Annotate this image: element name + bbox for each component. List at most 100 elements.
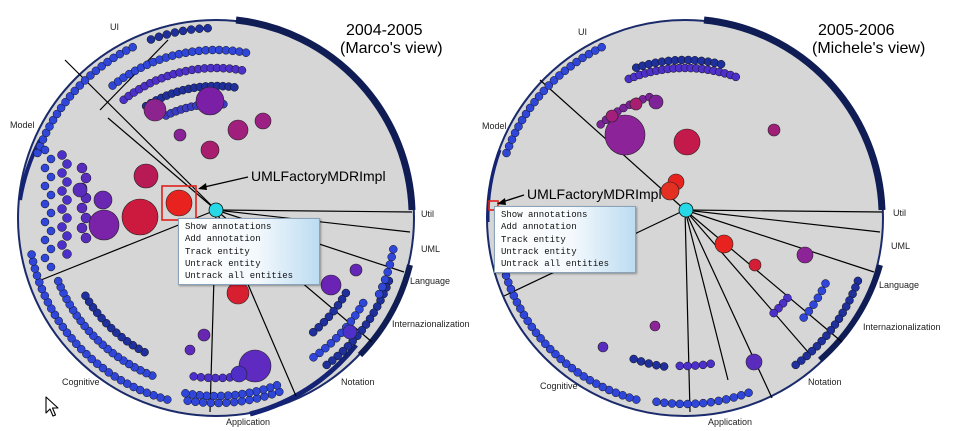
entity-dot[interactable]: [40, 235, 50, 245]
entity-dot[interactable]: [567, 363, 577, 373]
entity-dot[interactable]: [46, 172, 56, 182]
entity-dot[interactable]: [675, 361, 685, 371]
menu-item-track-entity[interactable]: Track entity: [501, 234, 566, 245]
entity-dot[interactable]: [698, 398, 708, 408]
entity-dot[interactable]: [691, 361, 700, 370]
entity-dot[interactable]: [237, 396, 246, 406]
entity-dot[interactable]: [308, 327, 318, 337]
entity-circle[interactable]: [143, 98, 167, 122]
entity-dot[interactable]: [188, 390, 197, 399]
entity-dot[interactable]: [536, 334, 545, 343]
entity-circle[interactable]: [796, 246, 814, 264]
entity-circle[interactable]: [93, 190, 113, 210]
entity-dot[interactable]: [791, 360, 800, 370]
entity-dot[interactable]: [128, 42, 137, 52]
entity-dot[interactable]: [62, 328, 72, 337]
entity-dot[interactable]: [326, 339, 336, 348]
entity-dot[interactable]: [315, 348, 324, 358]
entity-dot[interactable]: [245, 388, 254, 398]
entity-dot[interactable]: [218, 373, 227, 383]
entity-circle[interactable]: [226, 281, 250, 305]
entity-dot[interactable]: [523, 316, 532, 326]
entity-dot[interactable]: [721, 395, 731, 404]
entity-dot[interactable]: [162, 30, 172, 39]
entity-dot[interactable]: [716, 59, 726, 69]
entity-dot[interactable]: [98, 363, 108, 373]
entity-dot[interactable]: [222, 398, 231, 407]
entity-dot[interactable]: [48, 115, 58, 125]
entity-dot[interactable]: [154, 32, 164, 42]
entity-circle[interactable]: [597, 341, 609, 353]
entity-dot[interactable]: [76, 222, 88, 234]
right-selected-entity-box[interactable]: [488, 200, 499, 211]
entity-dot[interactable]: [189, 372, 198, 381]
entity-dot[interactable]: [660, 398, 669, 408]
entity-dot[interactable]: [551, 349, 560, 359]
entity-dot[interactable]: [374, 289, 384, 299]
entity-dot[interactable]: [541, 339, 550, 349]
entity-dot[interactable]: [797, 356, 806, 365]
entity-dot[interactable]: [52, 109, 62, 119]
entity-dot[interactable]: [834, 314, 844, 324]
entity-dot[interactable]: [744, 388, 753, 398]
entity-dot[interactable]: [57, 204, 67, 214]
entity-dot[interactable]: [389, 245, 398, 254]
entity-dot[interactable]: [799, 313, 808, 322]
entity-dot[interactable]: [259, 385, 268, 394]
entity-dot[interactable]: [223, 391, 233, 400]
entity-dot[interactable]: [683, 399, 692, 409]
entity-dot[interactable]: [178, 26, 188, 36]
entity-dot[interactable]: [209, 391, 219, 401]
entity-dot[interactable]: [61, 97, 70, 107]
entity-dot[interactable]: [830, 320, 840, 329]
entity-dot[interactable]: [57, 240, 67, 250]
menu-item-show-annotations[interactable]: Show annotations: [501, 210, 588, 220]
entity-dot[interactable]: [714, 396, 723, 406]
entity-dot[interactable]: [80, 76, 90, 85]
menu-item-untrack-all-entities[interactable]: Untrack all entities: [185, 271, 294, 282]
entity-dot[interactable]: [652, 360, 661, 370]
entity-dot[interactable]: [561, 359, 571, 368]
entity-dot[interactable]: [46, 190, 56, 200]
menu-item-untrack-entity[interactable]: Untrack entity: [185, 258, 261, 269]
entity-dot[interactable]: [46, 244, 56, 254]
entity-dot[interactable]: [351, 311, 360, 320]
entity-dot[interactable]: [57, 150, 67, 160]
entity-dot[interactable]: [237, 66, 247, 75]
entity-dot[interactable]: [81, 291, 90, 301]
entity-dot[interactable]: [817, 286, 827, 296]
entity-dot[interactable]: [683, 361, 692, 371]
entity-dot[interactable]: [530, 97, 539, 107]
entity-circle[interactable]: [714, 234, 734, 254]
entity-dot[interactable]: [230, 83, 239, 92]
entity-dot[interactable]: [62, 195, 72, 205]
entity-dot[interactable]: [517, 115, 527, 125]
entity-dot[interactable]: [45, 122, 54, 131]
entity-dot[interactable]: [62, 213, 72, 223]
entity-dot[interactable]: [28, 257, 38, 266]
entity-dot[interactable]: [57, 222, 67, 232]
entity-dot[interactable]: [238, 389, 247, 399]
menu-item-show-annotations[interactable]: Show annotations: [185, 222, 272, 232]
entity-dot[interactable]: [196, 373, 206, 382]
entity-dot[interactable]: [338, 346, 348, 356]
entity-circle[interactable]: [133, 163, 159, 189]
entity-dot[interactable]: [116, 375, 126, 385]
entity-dot[interactable]: [358, 298, 368, 308]
right-hub-node[interactable]: [678, 202, 694, 218]
entity-dot[interactable]: [46, 154, 56, 164]
entity-dot[interactable]: [110, 372, 119, 381]
entity-dot[interactable]: [821, 279, 830, 288]
entity-dot[interactable]: [97, 62, 106, 71]
entity-dot[interactable]: [545, 344, 555, 354]
entity-dot[interactable]: [560, 66, 570, 76]
entity-dot[interactable]: [514, 122, 523, 131]
entity-dot[interactable]: [104, 368, 113, 377]
entity-circle[interactable]: [745, 353, 763, 371]
entity-dot[interactable]: [527, 322, 537, 332]
entity-dot[interactable]: [57, 168, 67, 178]
entity-dot[interactable]: [736, 391, 746, 400]
entity-dot[interactable]: [691, 399, 700, 408]
entity-dot[interactable]: [597, 42, 606, 52]
entity-dot[interactable]: [30, 264, 40, 273]
